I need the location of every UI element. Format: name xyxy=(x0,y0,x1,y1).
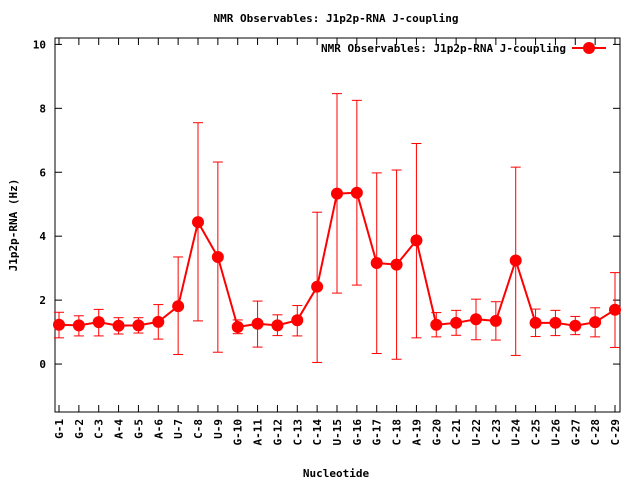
x-tick-label: G-10 xyxy=(232,419,245,446)
data-point xyxy=(92,316,105,329)
x-tick-label: U-22 xyxy=(470,419,483,446)
y-tick-label: 0 xyxy=(39,358,46,371)
x-tick-label: C-29 xyxy=(609,419,622,446)
legend: NMR Observables: J1p2p-RNA J-coupling xyxy=(321,42,606,55)
data-point xyxy=(192,216,204,229)
data-point xyxy=(211,250,224,263)
x-tick-label: G-12 xyxy=(271,419,284,446)
data-point xyxy=(370,257,383,270)
x-tick-label: U-7 xyxy=(172,419,185,439)
x-axis-label: Nucleotide xyxy=(303,467,370,480)
data-point xyxy=(450,316,463,329)
x-tick-label: C-21 xyxy=(450,419,463,446)
chart-title: NMR Observables: J1p2p-RNA J-coupling xyxy=(213,12,458,25)
x-tick-label: G-27 xyxy=(569,419,582,446)
axis-ticks: 0 2 4 6 8 10 G-1 G-2 C-3 A-4 G-5 A-6 U-7 C-8 U-9 G-10 A-… xyxy=(33,38,622,446)
legend-marker xyxy=(583,42,595,54)
data-point xyxy=(549,316,562,329)
data-point xyxy=(53,318,65,331)
x-tick-label: G-5 xyxy=(132,419,145,439)
x-tick-label: U-24 xyxy=(510,419,523,446)
data-point xyxy=(589,316,602,329)
x-tick-label: A-19 xyxy=(410,419,423,446)
data-point xyxy=(172,300,185,313)
data-point xyxy=(152,315,165,328)
data-point xyxy=(251,317,264,330)
x-tick-label: A-11 xyxy=(252,419,265,446)
x-tick-label: A-4 xyxy=(113,419,126,439)
y-axis-label: J1p2p-RNA (Hz) xyxy=(7,179,20,272)
x-tick-label: G-2 xyxy=(73,419,86,439)
data-point xyxy=(410,234,423,247)
data-point xyxy=(489,314,502,327)
y-tick-label: 8 xyxy=(39,102,46,115)
data-point xyxy=(509,254,522,267)
legend-label: NMR Observables: J1p2p-RNA J-coupling xyxy=(321,42,566,55)
data-point xyxy=(112,319,125,332)
x-tick-label: G-17 xyxy=(371,419,384,446)
data-point xyxy=(350,186,363,199)
x-tick-label: U-26 xyxy=(549,419,562,446)
y-tick-label: 10 xyxy=(33,38,46,51)
series-layer xyxy=(53,186,621,333)
x-tick-label: C-28 xyxy=(589,419,602,446)
x-tick-label: C-14 xyxy=(311,419,324,446)
data-point xyxy=(291,314,304,327)
x-tick-label: G-16 xyxy=(351,419,364,446)
data-point xyxy=(430,318,443,331)
x-tick-label: C-23 xyxy=(490,419,503,446)
x-tick-label: C-3 xyxy=(93,419,106,439)
data-point xyxy=(390,258,403,271)
data-point xyxy=(72,319,85,332)
x-tick-label: G-20 xyxy=(430,419,443,446)
data-point xyxy=(609,303,621,316)
data-point xyxy=(271,319,284,332)
x-tick-label: A-6 xyxy=(152,419,165,439)
data-point xyxy=(132,319,145,332)
x-tick-label: C-13 xyxy=(291,419,304,446)
x-tick-label: G-1 xyxy=(53,419,66,439)
x-tick-label: U-9 xyxy=(212,419,225,439)
data-point xyxy=(529,316,542,329)
data-point xyxy=(470,313,482,326)
y-tick-label: 4 xyxy=(39,230,46,243)
data-point xyxy=(331,187,343,200)
y-tick-label: 6 xyxy=(39,166,46,179)
x-tick-label: U-15 xyxy=(331,419,344,446)
x-tick-label: C-8 xyxy=(192,419,205,439)
x-tick-label: C-18 xyxy=(391,419,404,446)
data-point xyxy=(569,319,582,332)
y-tick-label: 2 xyxy=(39,294,46,307)
data-point xyxy=(311,280,324,293)
x-tick-label: C-25 xyxy=(530,419,543,446)
data-point xyxy=(231,320,244,333)
